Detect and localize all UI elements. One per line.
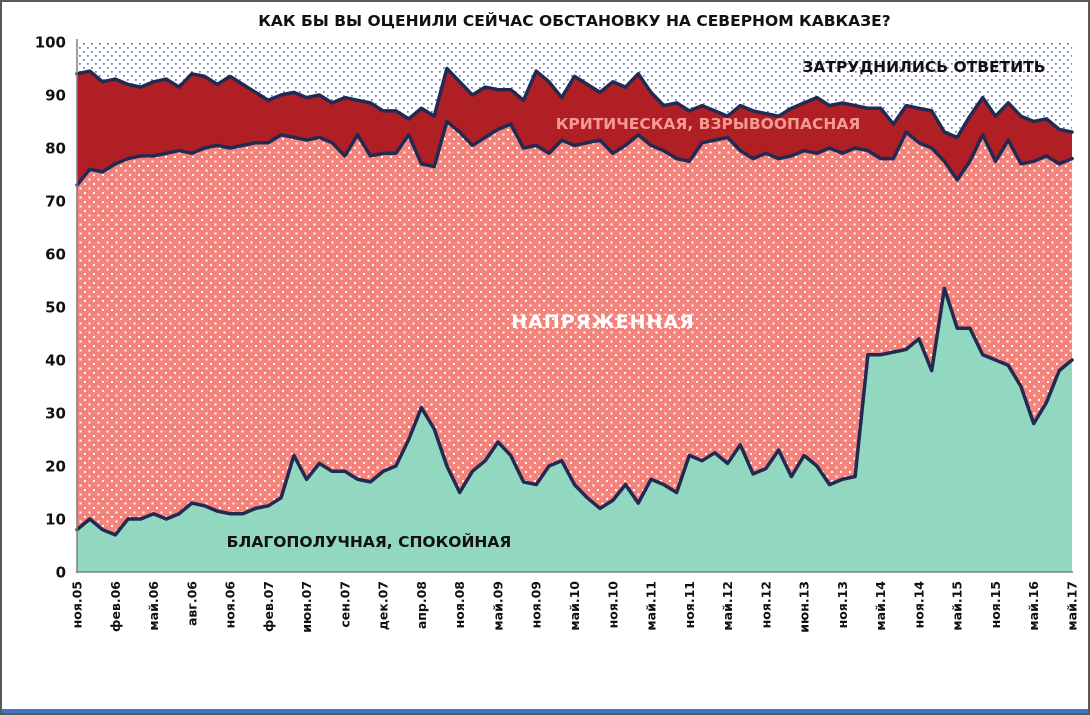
x-axis-tick-label: ноя.11 [682,581,697,628]
x-axis-tick-label: фев.07 [261,581,276,632]
y-axis-tick-label: 20 [45,458,66,476]
x-axis-tick-label: май.10 [567,581,582,631]
x-axis-tick-label: ноя.05 [70,581,85,628]
x-axis-tick-label: май.06 [146,581,161,631]
x-axis-tick-label: май.11 [644,581,659,631]
area-zatrudnilis [77,42,1072,138]
x-axis-tick-label: сен.07 [337,581,352,628]
y-axis-tick-label: 100 [35,34,66,52]
area-napryazhennaya [77,121,1072,535]
x-axis-tick-label: май.14 [873,581,888,631]
area-label-blagopoluchnaya: БЛАГОПОЛУЧНАЯ, СПОКОЙНАЯ [226,533,512,551]
x-axis-tick-label: май.16 [1026,581,1041,631]
x-axis-tick-label: ноя.12 [758,581,773,628]
x-axis-tick-label: ноя.13 [835,581,850,628]
boundary-kriticheskaya-top [75,66,1074,140]
y-axis-tick-label: 0 [56,564,66,582]
x-axis-tick-label: ноя.06 [223,581,238,629]
y-axis-tick-label: 10 [45,511,66,529]
tick-labels: 0 10 20 30 40 50 60 70 80 90 100 ноя.05 фев.06 май.06… [35,34,1080,633]
area-blagopoluchnaya [77,288,1072,572]
x-axis-tick-label: авг.06 [184,581,199,626]
area-label-kriticheskaya: КРИТИЧЕСКАЯ, ВЗРЫВООПАСНАЯ [555,115,861,133]
boundary-napryazhennaya-top [75,119,1074,187]
y-axis-tick-label: 50 [45,299,66,317]
x-axis-tick-label: ноя.14 [911,581,926,629]
x-axis-tick-label: апр.08 [414,581,429,629]
boundary-lines [75,66,1074,537]
boundary-blagopoluchnaya-top [75,286,1074,537]
y-axis-tick-label: 30 [45,405,66,423]
x-axis-tick-label: май.17 [1065,581,1080,631]
x-axis-tick-label: май.15 [950,581,965,631]
y-axis-tick-label: 70 [45,193,66,211]
x-axis-tick-label: ноя.08 [452,581,467,628]
chart-title: КАК БЫ ВЫ ОЦЕНИЛИ СЕЙЧАС ОБСТАНОВКУ НА С… [258,12,891,30]
area-bands [77,42,1072,572]
x-axis-tick-label: дек.07 [376,581,391,630]
y-axis-tick-label: 90 [45,87,66,105]
y-axis-tick-label: 40 [45,352,66,370]
axes [76,39,1073,573]
x-axis-tick-label: май.12 [720,581,735,631]
x-axis-tick-label: ноя.09 [529,581,544,628]
x-axis-tick-label: фев.06 [108,581,123,632]
area-label-napryazhennaya: НАПРЯЖЕННАЯ [511,311,695,333]
x-axis-tick-label: май.09 [490,581,505,631]
x-axis-tick-label: июн.13 [797,581,812,633]
bottom-blue-strip [2,709,1088,713]
x-axis-tick-label: ноя.15 [988,581,1003,628]
x-axis-tick-label: ноя.10 [605,581,620,629]
area-kriticheskaya [77,68,1072,186]
y-axis-tick-label: 60 [45,246,66,264]
x-axis-tick-label: июн.07 [299,581,314,633]
area-label-zatrudnilis: ЗАТРУДНИЛИСЬ ОТВЕТИТЬ [802,58,1046,76]
y-axis-tick-label: 80 [45,140,66,158]
